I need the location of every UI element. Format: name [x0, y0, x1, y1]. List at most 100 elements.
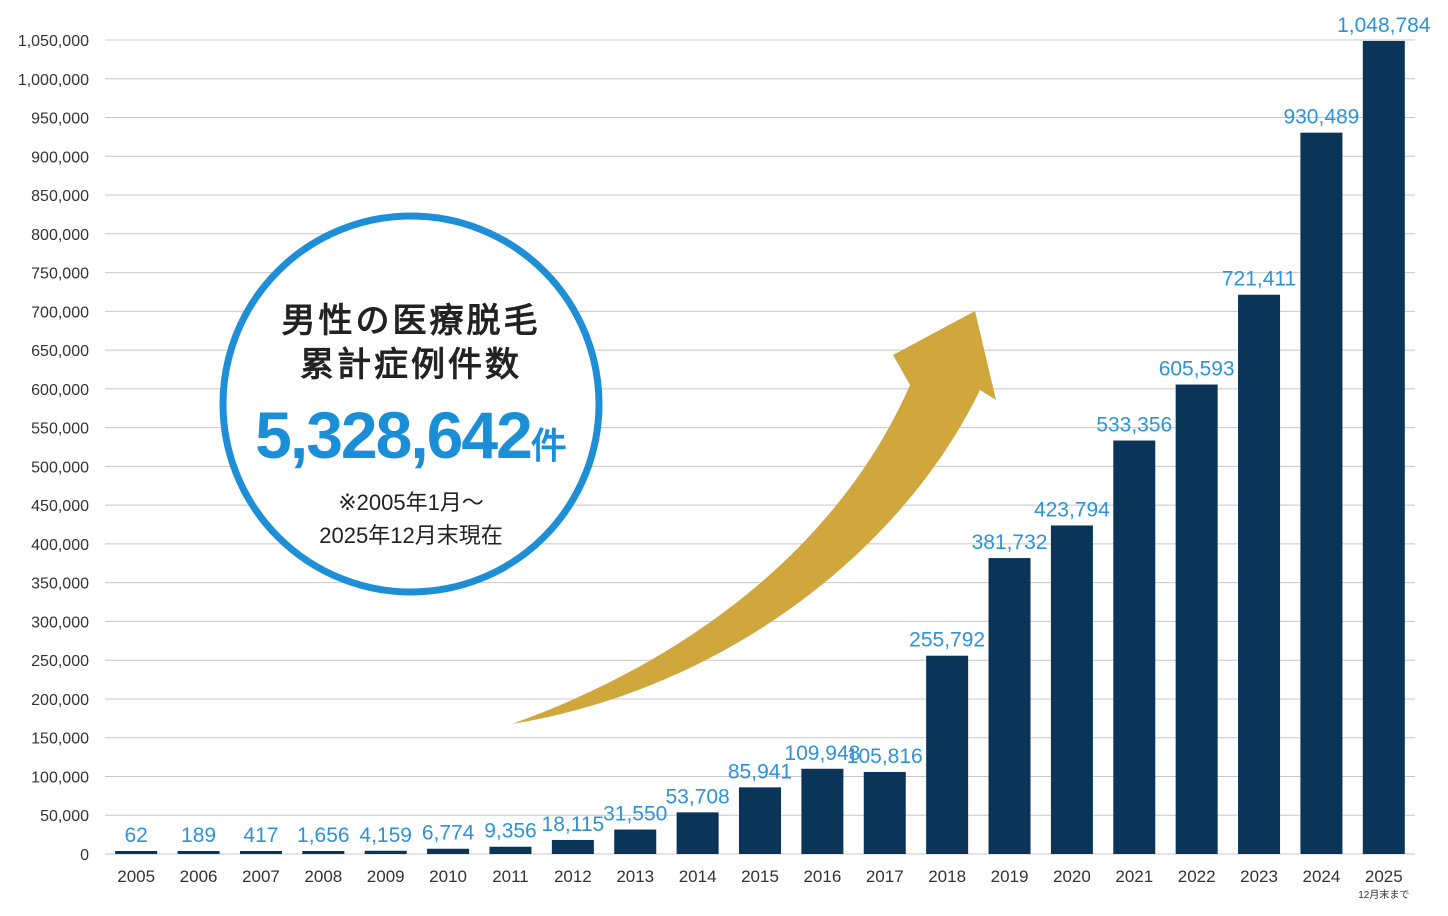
bar [801, 768, 844, 854]
callout-title-line2: 累計症例件数 [300, 346, 522, 384]
callout-title-line1: 男性の医療脱毛 [282, 302, 541, 340]
data-label: 381,732 [972, 531, 1048, 554]
y-tick-label: 850,000 [31, 188, 89, 205]
x-tick-label: 2009 [367, 867, 405, 886]
data-label: 189 [181, 824, 216, 847]
data-label: 62 [125, 824, 148, 847]
x-tick-label: 2012 [554, 867, 592, 886]
data-label: 1,656 [297, 824, 350, 847]
bar [302, 851, 345, 854]
y-tick-label: 50,000 [40, 808, 89, 825]
data-label: 109,948 [784, 742, 860, 765]
x-tick-label: 2005 [117, 867, 155, 886]
callout-total-line: 5,328,642件 [255, 398, 567, 472]
y-tick-label: 650,000 [31, 343, 89, 360]
y-tick-label: 350,000 [31, 576, 89, 593]
x-tick-label: 2013 [616, 867, 654, 886]
x-tick-label: 2016 [803, 867, 841, 886]
x-tick-label: 2021 [1115, 867, 1153, 886]
x-tick-label: 2011 [492, 867, 529, 886]
x-tick-label: 2024 [1303, 867, 1341, 886]
data-label: 9,356 [484, 820, 537, 843]
bar-layer [115, 40, 1405, 854]
x-axis-ticks: 2005 2006 2007 2008 2009 2010 2011 2012 2013 2014… [117, 867, 1402, 886]
bar [551, 839, 594, 854]
x-tick-label: 2020 [1053, 867, 1091, 886]
last-category-note: 12月末まで [1358, 888, 1409, 901]
y-tick-label: 1,000,000 [18, 72, 89, 89]
data-label: 85,941 [728, 760, 792, 783]
data-label: 18,115 [542, 813, 605, 836]
y-tick-label: 750,000 [31, 266, 89, 283]
x-tick-label: 2015 [741, 867, 779, 886]
bar [926, 655, 969, 854]
bar [988, 558, 1031, 854]
bar [739, 787, 781, 854]
data-label: 1,048,784 [1337, 14, 1431, 37]
y-tick-label: 0 [80, 847, 89, 864]
value-label-layer: 62 189 417 1,656 4,159 6,774 9,356 18,11531,550… [125, 14, 1431, 847]
y-tick-label: 800,000 [31, 227, 89, 244]
y-tick-label: 950,000 [31, 111, 89, 128]
bar [1050, 525, 1093, 854]
callout-circle [219, 212, 603, 596]
y-tick-label: 1,050,000 [18, 33, 89, 50]
bar [1113, 440, 1156, 854]
y-tick-label: 100,000 [31, 769, 89, 786]
y-tick-label: 450,000 [31, 498, 89, 515]
y-tick-label: 500,000 [31, 459, 89, 476]
data-label: 255,792 [909, 629, 985, 652]
bar [1175, 384, 1218, 854]
x-tick-label: 2017 [866, 867, 904, 886]
data-label: 423,794 [1034, 498, 1110, 521]
x-tick-label: 2025 [1365, 867, 1403, 886]
y-tick-label: 250,000 [31, 653, 89, 670]
callout-unit: 件 [531, 425, 567, 466]
y-tick-label: 550,000 [31, 421, 89, 438]
x-tick-label: 2018 [928, 867, 966, 886]
bar [1238, 294, 1281, 854]
y-tick-label: 900,000 [31, 149, 89, 166]
bar [614, 829, 657, 854]
y-tick-label: 400,000 [31, 537, 89, 554]
data-label: 4,159 [359, 824, 412, 847]
data-label: 930,489 [1283, 106, 1359, 129]
bar [489, 846, 532, 854]
x-tick-label: 2014 [679, 867, 717, 886]
bar [676, 812, 719, 854]
x-tick-label: 2007 [242, 867, 280, 886]
growth-arrow-icon [512, 311, 996, 724]
data-label: 605,593 [1159, 358, 1235, 381]
x-tick-label: 2019 [991, 867, 1029, 886]
callout-note-line2: 2025年12月末現在 [319, 523, 502, 548]
callout-note-line1: ※2005年1月～ [338, 490, 484, 515]
data-label: 721,411 [1222, 268, 1296, 291]
data-label: 533,356 [1096, 414, 1172, 437]
data-label: 53,708 [666, 785, 730, 808]
y-tick-label: 200,000 [31, 692, 89, 709]
data-label: 417 [243, 824, 278, 847]
x-tick-label: 2022 [1178, 867, 1216, 886]
bar [364, 850, 407, 854]
y-tick-label: 150,000 [31, 731, 89, 748]
bar [863, 771, 906, 854]
y-tick-label: 600,000 [31, 382, 89, 399]
y-tick-label: 700,000 [31, 304, 89, 321]
bar [427, 848, 470, 854]
bar [1300, 132, 1343, 854]
x-tick-label: 2010 [429, 867, 467, 886]
data-label: 31,550 [603, 803, 667, 826]
bar [115, 851, 158, 854]
bar [239, 851, 282, 854]
y-axis-ticks: 0 50,000 100,000 150,000 200,000 250,000 300,0… [18, 33, 89, 864]
bar [1362, 40, 1405, 854]
bar [177, 851, 220, 854]
x-tick-label: 2008 [304, 867, 342, 886]
x-tick-label: 2023 [1240, 867, 1278, 886]
callout-total: 5,328,642 [255, 398, 531, 472]
total-cases-callout: 男性の医療脱毛 累計症例件数 5,328,642件 ※2005年1月～ 2025… [219, 212, 603, 596]
y-tick-label: 300,000 [31, 614, 89, 631]
data-label: 105,816 [847, 745, 923, 768]
